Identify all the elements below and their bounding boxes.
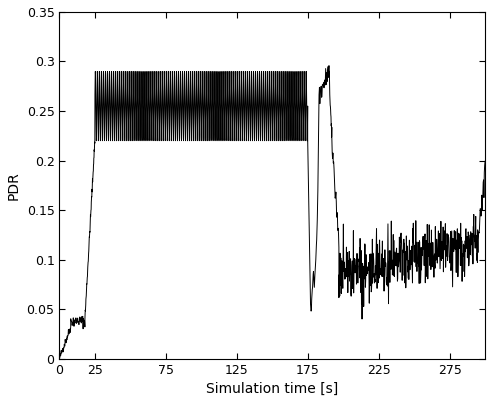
X-axis label: Simulation time [s]: Simulation time [s] xyxy=(206,382,338,396)
Y-axis label: PDR: PDR xyxy=(7,171,21,199)
